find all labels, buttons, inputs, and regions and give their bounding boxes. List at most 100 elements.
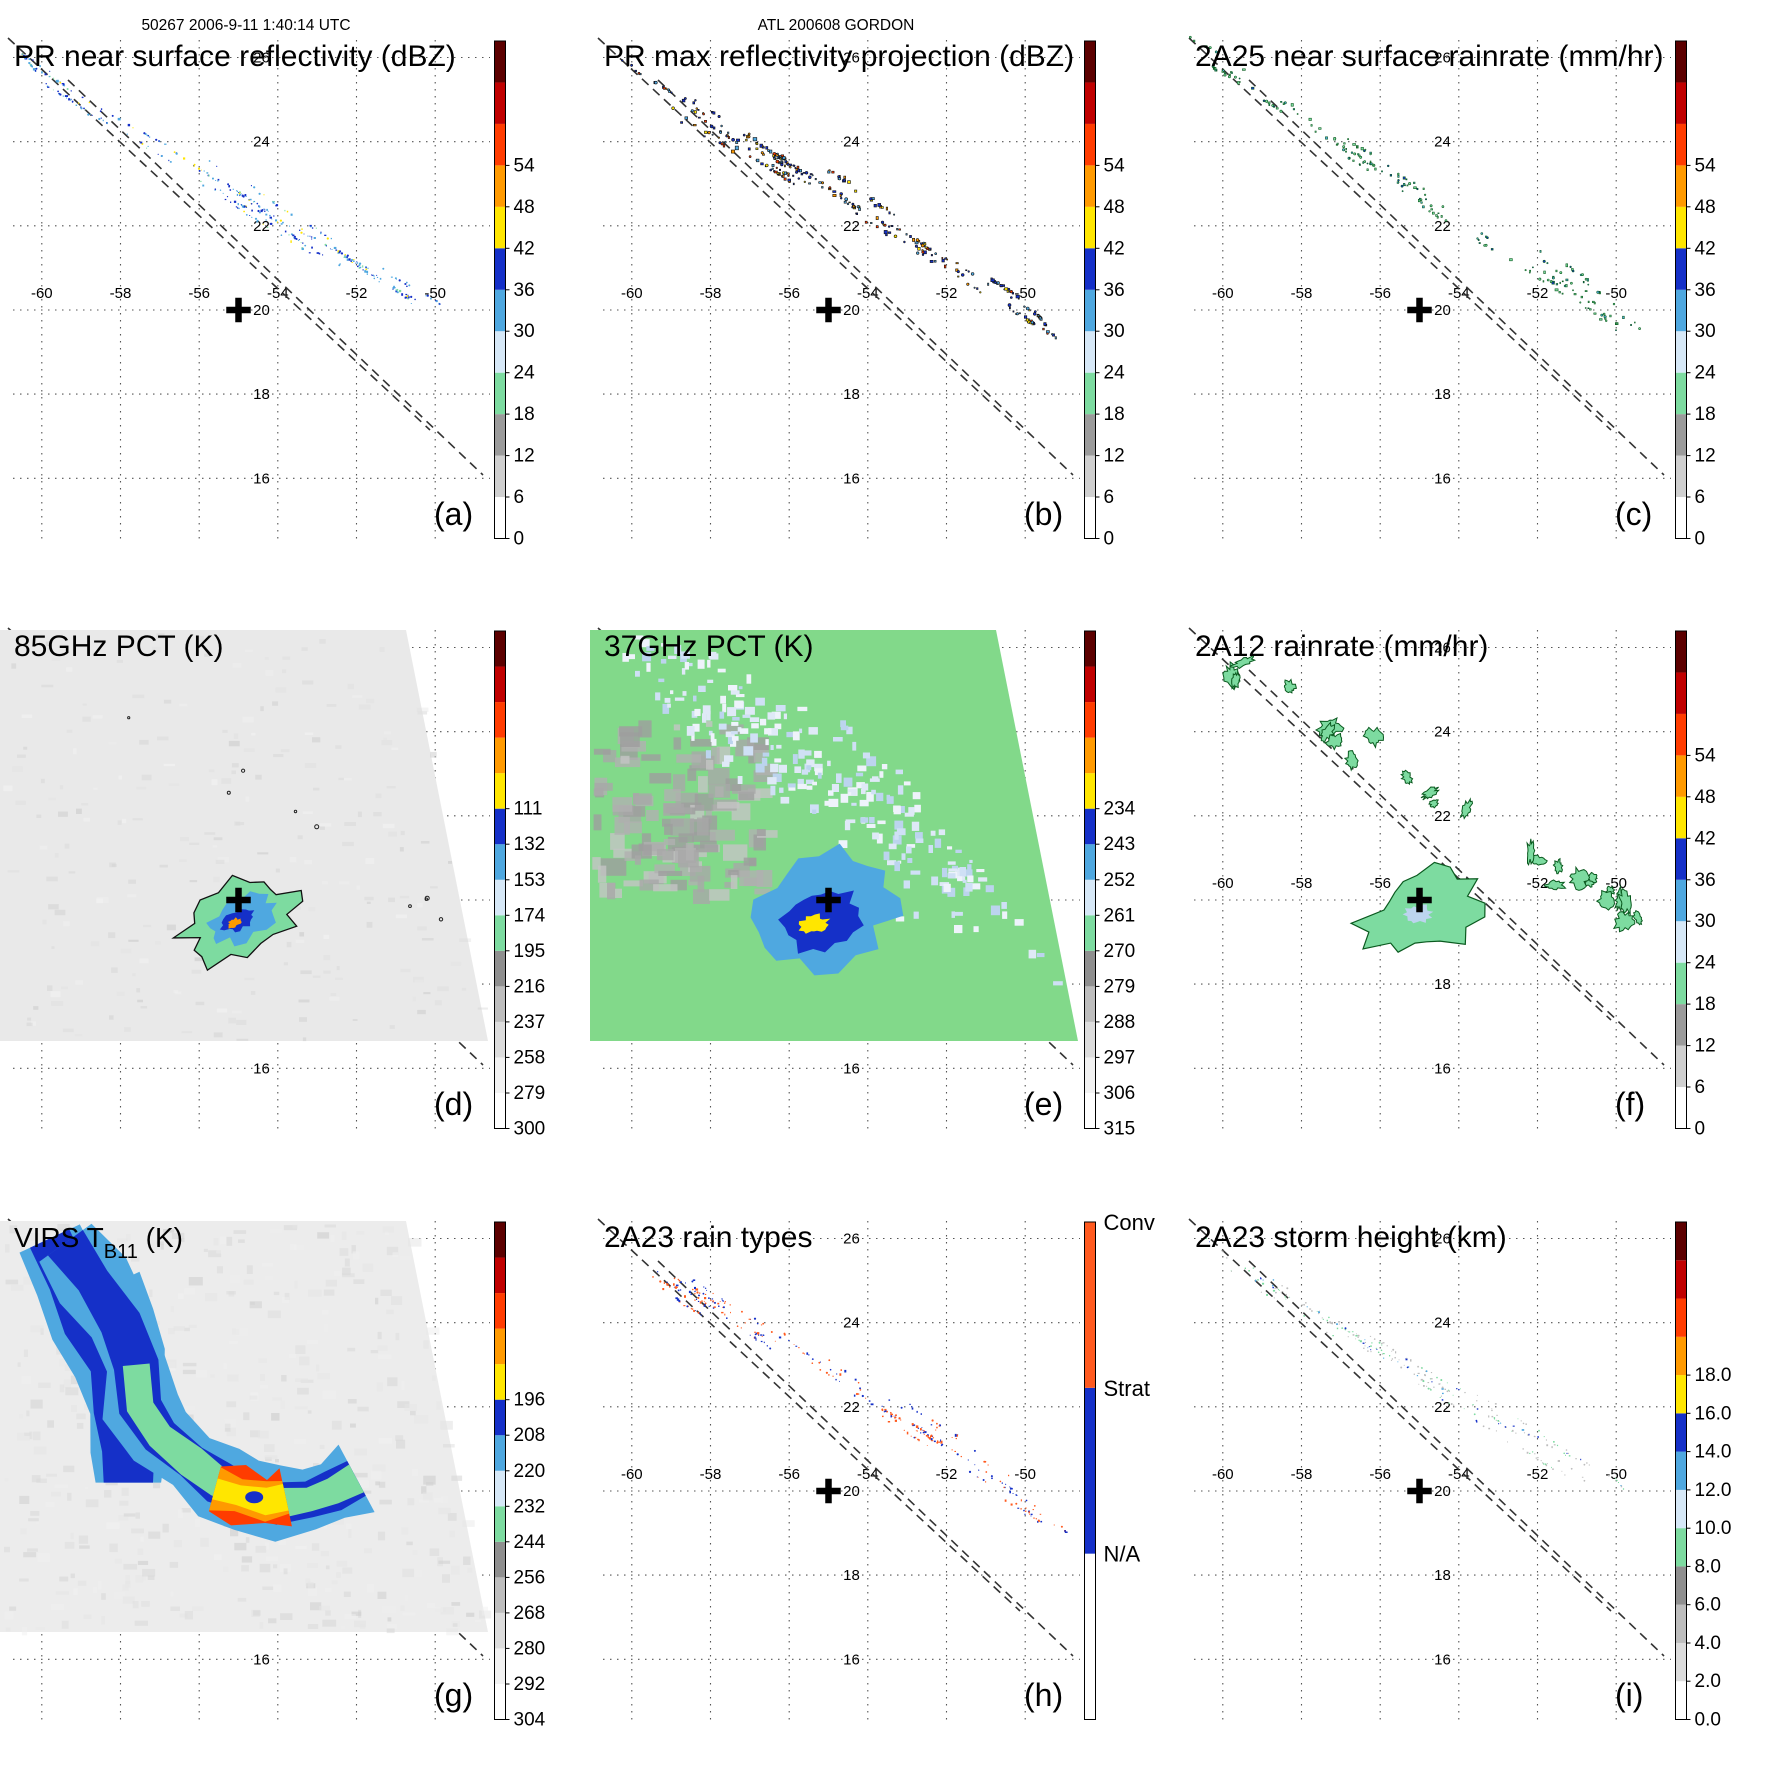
svg-text:-58: -58	[700, 285, 722, 302]
svg-text:-60: -60	[621, 285, 643, 302]
svg-text:-58: -58	[700, 1466, 722, 1483]
svg-text:42: 42	[514, 238, 535, 259]
svg-text:315: 315	[1104, 1119, 1136, 1140]
svg-text:-50: -50	[424, 285, 446, 302]
svg-text:-50: -50	[1605, 285, 1627, 302]
svg-text:30: 30	[514, 321, 535, 342]
svg-text:48: 48	[1104, 197, 1125, 218]
svg-text:279: 279	[1104, 977, 1136, 998]
svg-text:18: 18	[1694, 404, 1715, 425]
svg-text:20: 20	[1434, 302, 1451, 319]
svg-text:-58: -58	[1290, 285, 1312, 302]
svg-text:288: 288	[1104, 1012, 1136, 1033]
svg-text:237: 237	[514, 1012, 546, 1033]
svg-text:-58: -58	[110, 285, 132, 302]
svg-text:48: 48	[1694, 787, 1715, 808]
svg-text:24: 24	[1694, 363, 1716, 384]
svg-text:-52: -52	[936, 1466, 958, 1483]
svg-text:50267 2006-9-11 1:40:14 UTC: 50267 2006-9-11 1:40:14 UTC	[141, 17, 350, 34]
svg-text:(d): (d)	[434, 1086, 473, 1122]
svg-text:220: 220	[514, 1460, 546, 1481]
svg-text:10.0: 10.0	[1694, 1518, 1731, 1539]
svg-text:244: 244	[514, 1531, 546, 1552]
svg-text:-58: -58	[1290, 1466, 1312, 1483]
svg-text:20: 20	[843, 302, 860, 319]
svg-text:12.0: 12.0	[1694, 1480, 1731, 1501]
svg-text:16: 16	[253, 1651, 270, 1668]
svg-text:16: 16	[843, 1651, 860, 1668]
svg-text:22: 22	[1434, 808, 1451, 825]
svg-text:16: 16	[843, 1061, 860, 1078]
svg-text:16: 16	[253, 470, 270, 487]
svg-text:18: 18	[843, 1567, 860, 1584]
svg-text:18: 18	[1434, 1567, 1451, 1584]
svg-text:0: 0	[1104, 529, 1115, 550]
svg-text:174: 174	[514, 906, 546, 927]
svg-text:Strat: Strat	[1104, 1375, 1150, 1400]
svg-text:153: 153	[514, 870, 546, 891]
svg-text:20: 20	[1434, 1483, 1451, 1500]
svg-text:36: 36	[1694, 870, 1715, 891]
svg-text:132: 132	[514, 835, 546, 856]
svg-text:304: 304	[514, 1709, 546, 1730]
svg-text:300: 300	[514, 1119, 546, 1140]
svg-text:-56: -56	[779, 285, 801, 302]
svg-text:12: 12	[1694, 1036, 1715, 1057]
svg-text:20: 20	[843, 1483, 860, 1500]
svg-text:-56: -56	[1369, 875, 1391, 892]
svg-text:42: 42	[1104, 238, 1125, 259]
svg-text:8.0: 8.0	[1694, 1556, 1720, 1577]
svg-text:85GHz PCT (K): 85GHz PCT (K)	[14, 630, 224, 663]
svg-text:30: 30	[1104, 321, 1125, 342]
svg-text:42: 42	[1694, 238, 1715, 259]
svg-text:22: 22	[253, 218, 270, 235]
svg-text:18.0: 18.0	[1694, 1365, 1731, 1386]
svg-text:18: 18	[1104, 404, 1125, 425]
svg-text:16.0: 16.0	[1694, 1403, 1731, 1424]
svg-text:6: 6	[514, 487, 525, 508]
svg-text:280: 280	[514, 1638, 546, 1659]
svg-text:256: 256	[514, 1567, 546, 1588]
svg-text:22: 22	[1434, 218, 1451, 235]
svg-text:216: 216	[514, 977, 546, 998]
svg-text:270: 270	[1104, 941, 1136, 962]
svg-text:30: 30	[1694, 321, 1715, 342]
svg-text:22: 22	[843, 218, 860, 235]
svg-text:-50: -50	[1015, 1466, 1037, 1483]
svg-text:24: 24	[843, 134, 860, 151]
svg-text:30: 30	[1694, 912, 1715, 933]
svg-text:-60: -60	[1212, 875, 1234, 892]
svg-text:306: 306	[1104, 1083, 1136, 1104]
svg-text:36: 36	[1694, 280, 1715, 301]
svg-text:24: 24	[1434, 1314, 1451, 1331]
svg-text:2A23 rain types: 2A23 rain types	[604, 1221, 812, 1254]
svg-text:18: 18	[253, 386, 270, 403]
svg-text:14.0: 14.0	[1694, 1441, 1731, 1462]
svg-text:16: 16	[253, 1061, 270, 1078]
svg-text:24: 24	[1434, 724, 1451, 741]
svg-text:54: 54	[1694, 746, 1716, 767]
svg-text:(f): (f)	[1615, 1086, 1645, 1122]
svg-text:37GHz PCT (K): 37GHz PCT (K)	[604, 630, 814, 663]
svg-text:(i): (i)	[1615, 1677, 1643, 1713]
svg-text:111: 111	[514, 799, 543, 820]
svg-text:208: 208	[514, 1425, 546, 1446]
svg-text:12: 12	[514, 446, 535, 467]
svg-text:18: 18	[514, 404, 535, 425]
svg-text:(g): (g)	[434, 1677, 473, 1713]
svg-text:6: 6	[1694, 1077, 1705, 1098]
svg-text:N/A: N/A	[1104, 1541, 1141, 1566]
svg-text:(b): (b)	[1024, 496, 1063, 532]
svg-text:-60: -60	[1212, 1466, 1234, 1483]
svg-text:18: 18	[843, 386, 860, 403]
svg-text:-52: -52	[936, 285, 958, 302]
svg-text:2A12 rainrate (mm/hr): 2A12 rainrate (mm/hr)	[1195, 630, 1488, 663]
svg-text:-56: -56	[188, 285, 210, 302]
svg-text:6: 6	[1104, 487, 1115, 508]
svg-text:261: 261	[1104, 906, 1136, 927]
svg-text:2A25 near surface rainrate (mm: 2A25 near surface rainrate (mm/hr)	[1195, 40, 1664, 73]
svg-text:292: 292	[514, 1674, 546, 1695]
svg-text:258: 258	[514, 1048, 546, 1069]
svg-text:297: 297	[1104, 1048, 1136, 1069]
svg-text:24: 24	[1434, 134, 1451, 151]
